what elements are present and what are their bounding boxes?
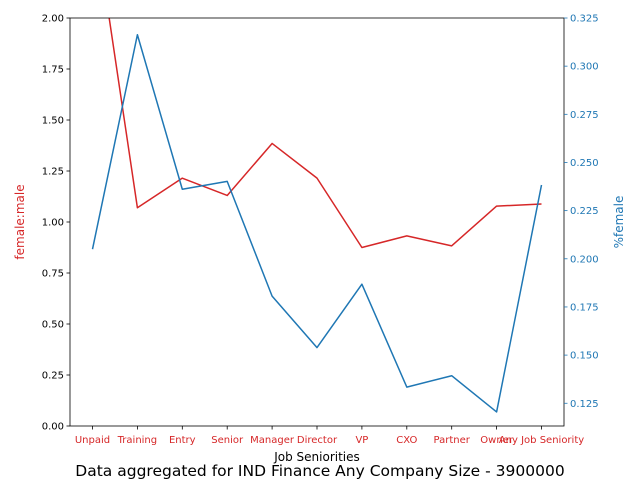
right-tick-label: 0.250	[570, 158, 599, 169]
x-tick-label: Owner	[480, 435, 514, 446]
x-tick-label: Partner	[434, 435, 471, 446]
right-tick-label: 0.300	[570, 62, 599, 73]
ratio-point	[271, 142, 273, 144]
left-tick-label: 0.00	[42, 422, 64, 433]
percent-point	[271, 295, 273, 297]
ratio-point	[495, 205, 497, 207]
left-tick-label: 0.75	[42, 269, 64, 280]
left-tick-label: 1.50	[42, 116, 64, 127]
percent-point	[181, 188, 183, 190]
right-y-axis-label: %female	[612, 196, 626, 249]
left-tick-label: 1.00	[42, 218, 64, 229]
x-tick-label: VP	[355, 435, 368, 446]
ratio-point	[316, 177, 318, 179]
percent-point	[451, 375, 453, 377]
ratio-point	[226, 194, 228, 196]
right-y-axis: 0.125 0.150 0.175 0.200 0.225 0.250 0.275 0.300…	[564, 14, 599, 410]
x-tick-label: Director	[297, 435, 338, 446]
right-tick-label: 0.225	[570, 206, 599, 217]
ratio-point	[540, 203, 542, 205]
x-tick-label: Unpaid	[75, 435, 110, 446]
x-axis: Unpaid Training Entry Senior Manager Director…	[75, 426, 584, 446]
left-y-axis-label: female:male	[13, 184, 27, 259]
left-tick-label: 2.00	[42, 14, 64, 25]
left-tick-label: 1.75	[42, 65, 64, 76]
ratio-point	[451, 245, 453, 247]
percent-point	[540, 184, 542, 186]
ratio-point	[406, 235, 408, 237]
left-tick-label: 0.25	[42, 371, 64, 382]
series-lines	[91, 18, 543, 413]
female-male-ratio-line	[108, 18, 542, 249]
percent-point	[495, 411, 497, 413]
ratio-point	[361, 246, 363, 248]
percent-point	[316, 346, 318, 348]
x-axis-label: Job Seniorities	[273, 450, 360, 464]
x-tick-label: CXO	[396, 435, 417, 446]
percent-point	[136, 34, 138, 36]
percent-female-line	[91, 34, 543, 413]
left-tick-label: 1.25	[42, 167, 64, 178]
right-tick-label: 0.125	[570, 399, 599, 410]
left-y-axis: 0.00 0.25 0.50 0.75 1.00 1.25 1.50 1.75 2.00	[42, 14, 70, 433]
percent-point	[361, 283, 363, 285]
percent-point	[91, 248, 93, 250]
right-tick-label: 0.175	[570, 302, 599, 313]
right-tick-label: 0.150	[570, 351, 599, 362]
right-tick-label: 0.200	[570, 254, 599, 265]
percent-point	[226, 180, 228, 182]
x-tick-label: Senior	[211, 435, 244, 446]
ratio-point	[136, 207, 138, 209]
x-tick-label: Training	[117, 435, 157, 446]
percent-point	[406, 386, 408, 388]
chart-title: Data aggregated for IND Finance Any Comp…	[75, 462, 564, 480]
x-tick-label: Any Job Seniority	[499, 435, 584, 446]
right-tick-label: 0.275	[570, 110, 599, 121]
x-tick-label: Manager	[250, 435, 295, 446]
right-tick-label: 0.325	[570, 14, 599, 25]
ratio-point	[181, 177, 183, 179]
left-tick-label: 0.50	[42, 320, 64, 331]
x-tick-label: Entry	[169, 435, 196, 446]
plot-frame	[69, 17, 565, 427]
